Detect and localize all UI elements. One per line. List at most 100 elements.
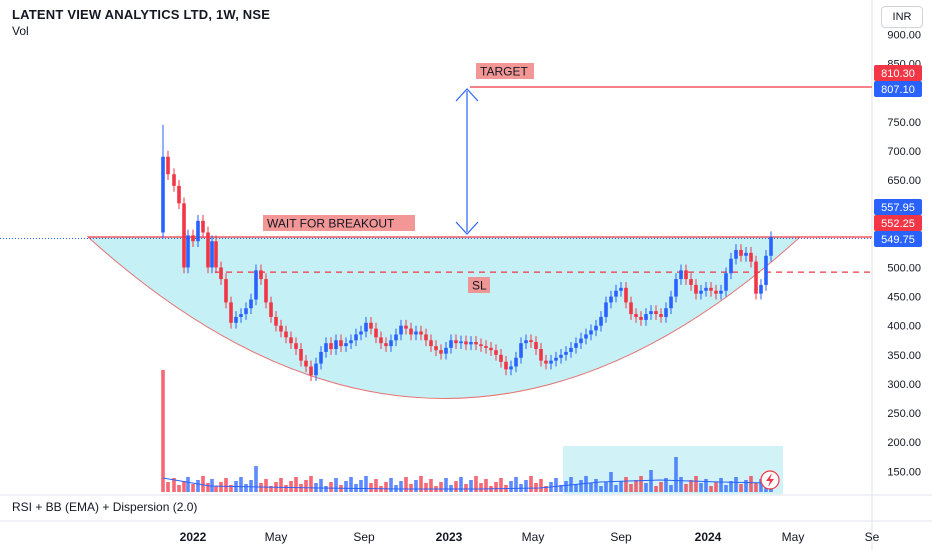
candle-body xyxy=(177,185,181,204)
candle-body xyxy=(389,340,393,347)
candle-body xyxy=(201,220,205,233)
volume-bar xyxy=(559,485,563,492)
x-tick-label: 2023 xyxy=(436,530,463,544)
candle-body xyxy=(454,340,458,344)
candle-body xyxy=(229,302,233,323)
candle-body xyxy=(604,302,608,317)
volume-bar xyxy=(679,477,683,492)
candle-body xyxy=(764,255,768,285)
volume-bar xyxy=(734,477,738,492)
price-tag: 810.30 xyxy=(874,65,922,81)
candle-body xyxy=(424,334,428,341)
volume-bar xyxy=(224,478,228,492)
candle-body xyxy=(249,299,253,309)
volume-bar xyxy=(574,484,578,492)
volume-bar xyxy=(534,483,538,492)
volume-bar xyxy=(359,480,363,492)
candle-body xyxy=(549,360,553,364)
volume-bar xyxy=(604,482,608,492)
candle-body xyxy=(449,340,453,348)
target-label: TARGET xyxy=(476,63,534,79)
volume-bar xyxy=(694,476,698,492)
candle-body xyxy=(694,284,698,294)
candle-body xyxy=(554,357,558,361)
volume-bar xyxy=(196,480,200,492)
candle-body xyxy=(279,325,283,332)
volume-bar xyxy=(172,478,176,492)
lightning-icon xyxy=(760,470,780,490)
y-tick-label: 350.00 xyxy=(887,350,921,362)
y-tick-label: 300.00 xyxy=(887,379,921,391)
volume-bar xyxy=(449,485,453,492)
candle-body xyxy=(594,325,598,331)
price-tag-text: 810.30 xyxy=(881,68,915,80)
candle-body xyxy=(559,354,563,358)
candle-body xyxy=(659,314,663,317)
x-tick-label: May xyxy=(265,530,288,544)
target-arrow-head-up xyxy=(455,88,479,102)
volume-bar xyxy=(264,479,268,492)
volume-bar xyxy=(564,481,568,492)
candle-body xyxy=(304,360,308,367)
candle-body xyxy=(534,342,538,350)
candle-body xyxy=(349,340,353,344)
volume-bar xyxy=(384,482,388,492)
candle-body xyxy=(309,366,313,376)
candle-body xyxy=(519,343,523,358)
candle-body xyxy=(294,343,298,350)
volume-bar xyxy=(659,482,663,492)
candle-body xyxy=(166,156,170,175)
candle-body xyxy=(469,342,473,345)
candle-body xyxy=(404,325,408,329)
sl-label: SL xyxy=(468,277,490,293)
volume-bar xyxy=(269,486,273,492)
candle-body xyxy=(619,287,623,291)
volume-bar xyxy=(634,480,638,492)
candle-body xyxy=(399,325,403,335)
candle-body xyxy=(419,331,423,335)
candle-body xyxy=(172,174,176,186)
volume-bar xyxy=(219,482,223,492)
price-tag: 807.10 xyxy=(874,81,922,97)
volume-bar xyxy=(454,481,458,492)
candle-body xyxy=(191,235,195,242)
candle-body xyxy=(206,232,210,268)
indicator-label[interactable]: RSI + BB (EMA) + Dispersion (2.0) xyxy=(12,500,198,514)
volume-bar xyxy=(374,479,378,492)
candle-body xyxy=(669,296,673,309)
candle-body xyxy=(299,349,303,361)
currency-button[interactable]: INR xyxy=(881,6,923,28)
candle-body xyxy=(464,341,468,345)
candle-body xyxy=(529,340,533,343)
volume-bar xyxy=(619,481,623,492)
volume-bar xyxy=(639,476,643,492)
candle-body xyxy=(444,347,448,354)
candle-body xyxy=(734,249,738,259)
candle-body xyxy=(234,316,238,323)
candle-body xyxy=(210,241,214,268)
candle-body xyxy=(644,314,648,320)
volume-bar xyxy=(389,478,393,492)
volume-bar xyxy=(624,477,628,492)
candle-body xyxy=(324,343,328,352)
volume-bar xyxy=(239,477,243,492)
candle-body xyxy=(474,342,478,345)
candle-body xyxy=(634,314,638,317)
candle-body xyxy=(714,290,718,294)
volume-bar xyxy=(309,476,313,492)
x-tick-label: 2024 xyxy=(695,530,722,544)
chart-title: LATENT VIEW ANALYTICS LTD, 1W, NSE xyxy=(12,7,271,22)
price-tag-text: 552.25 xyxy=(881,218,915,230)
volume-bar xyxy=(210,479,214,492)
candle-body xyxy=(704,287,708,291)
candle-body xyxy=(509,366,513,370)
candle-body xyxy=(499,354,503,362)
target-arrow-head-down xyxy=(455,221,479,235)
candle-body xyxy=(484,346,488,348)
volume-bar xyxy=(724,485,728,492)
volume-bar xyxy=(464,484,468,492)
candle-body xyxy=(369,322,373,329)
breakout-label-text: WAIT FOR BREAKOUT xyxy=(267,217,395,231)
volume-bar xyxy=(289,481,293,492)
